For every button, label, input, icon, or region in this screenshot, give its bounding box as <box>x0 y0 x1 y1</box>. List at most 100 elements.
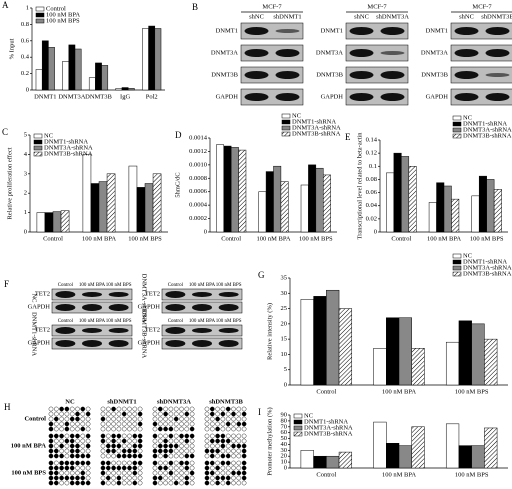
cpg <box>59 480 64 486</box>
bar <box>127 88 135 91</box>
cpg <box>209 480 215 486</box>
cpg <box>132 480 138 486</box>
cpg <box>179 465 184 471</box>
legend-label: DNMT3A-shRNA <box>44 144 93 151</box>
lane-label: Control <box>168 283 184 288</box>
cpg <box>100 426 106 432</box>
cpg <box>80 470 86 476</box>
bar <box>152 173 162 233</box>
cpg <box>85 480 91 486</box>
cpg <box>189 406 195 412</box>
cpg <box>85 433 91 439</box>
cpg <box>173 443 179 449</box>
x-tick-label: 100 nM BPA <box>427 235 461 242</box>
panel-label: E <box>345 132 351 142</box>
legend-swatch <box>452 121 462 127</box>
y-tick-label: 1 <box>26 4 29 11</box>
cpg <box>231 433 236 439</box>
cpg <box>236 453 242 459</box>
protein-label: GAPDH <box>28 303 51 310</box>
row-label: 100 nM BPS <box>11 469 46 476</box>
lane-label: 100 nM BPS <box>216 319 242 324</box>
cpg <box>189 438 195 444</box>
cpg <box>54 411 59 417</box>
bar <box>458 445 472 469</box>
y-tick-label: 50 <box>281 435 288 442</box>
cpg <box>152 475 158 481</box>
cpg <box>54 470 59 476</box>
cpg <box>163 475 168 481</box>
cpg <box>116 448 122 454</box>
cpg <box>231 421 236 427</box>
bar <box>338 308 353 386</box>
cpg <box>80 406 86 412</box>
cpg <box>204 465 210 471</box>
x-tick-label: Control <box>221 235 241 242</box>
y-tick-label: 0.12 <box>366 150 377 157</box>
band <box>55 340 76 347</box>
cpg <box>54 433 59 439</box>
cpg <box>236 438 242 444</box>
cpg <box>132 433 138 439</box>
cpg <box>121 421 127 427</box>
bar <box>373 348 387 386</box>
cpg <box>163 421 168 427</box>
y-tick-label: 10 <box>281 459 288 466</box>
cpg <box>189 480 195 486</box>
cpg <box>137 470 143 476</box>
cpg <box>204 426 210 432</box>
band <box>244 93 269 101</box>
cpg <box>189 426 195 432</box>
cpg <box>179 443 184 449</box>
cpg <box>54 475 59 481</box>
cpg <box>127 421 132 427</box>
cpg <box>111 460 116 466</box>
cpg <box>116 470 122 476</box>
cpg <box>111 480 116 486</box>
cpg <box>75 411 80 417</box>
y-axis-label: 5hmC/dC <box>174 172 181 197</box>
y-tick-label: 1 <box>24 209 27 216</box>
cpg <box>80 438 86 444</box>
cpg <box>168 453 174 459</box>
bar <box>95 62 102 91</box>
legend-label: DNMT3A-shRNA <box>304 424 353 431</box>
cpg <box>168 411 174 417</box>
legend-swatch <box>33 151 43 157</box>
cpg <box>100 421 106 427</box>
bar <box>393 152 402 233</box>
cpg <box>220 406 226 412</box>
bar <box>411 426 425 469</box>
cpg <box>54 416 59 422</box>
cpg <box>179 460 184 466</box>
blot <box>450 88 512 106</box>
cpg <box>48 453 54 459</box>
y-tick-label: 0.0006 <box>189 188 208 195</box>
cpg <box>204 443 210 449</box>
cpg <box>127 453 132 459</box>
band <box>108 304 129 311</box>
cpg <box>69 453 75 459</box>
cpg <box>64 453 70 459</box>
cpg <box>80 443 86 449</box>
cpg <box>215 416 220 422</box>
bar <box>223 145 232 233</box>
cpg <box>231 443 236 449</box>
bar <box>484 338 498 386</box>
cpg <box>137 421 143 427</box>
cpg <box>163 480 168 486</box>
cpg <box>75 460 80 466</box>
cpg <box>184 426 190 432</box>
cpg <box>215 448 220 454</box>
legend-label: NC <box>463 114 472 121</box>
y-tick-label: 0 <box>24 228 27 235</box>
cpg <box>100 411 106 417</box>
cpg <box>116 406 122 412</box>
cpg <box>163 438 168 444</box>
legend-label: 100 nM BPA <box>46 11 80 18</box>
cpg <box>80 416 86 422</box>
lane-label: 100 nM BPA <box>189 283 216 288</box>
cpg <box>69 465 75 471</box>
cpg <box>121 453 127 459</box>
cpg <box>168 475 174 481</box>
